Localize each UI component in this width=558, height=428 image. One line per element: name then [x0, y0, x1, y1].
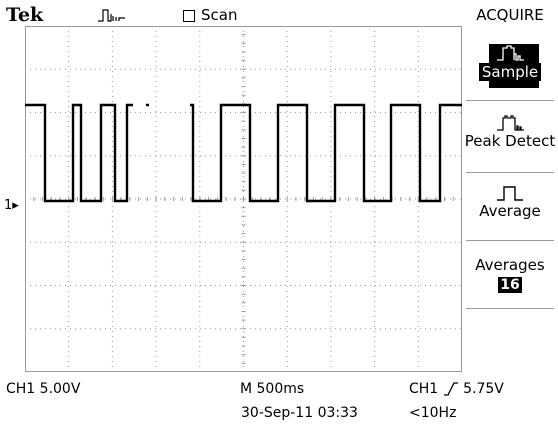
- menu-item-label: Peak Detect: [464, 132, 556, 150]
- frequency-readout: <10Hz: [409, 405, 457, 421]
- menu-item-averages[interactable]: Averages 16: [462, 256, 558, 293]
- menu-divider: [466, 100, 554, 101]
- sample-waveform-icon: [497, 45, 524, 61]
- menu-divider: [466, 172, 554, 173]
- waveform-display: [25, 26, 462, 372]
- menu-item-sample[interactable]: Sample: [462, 44, 558, 81]
- menu-item-peak-detect[interactable]: Peak Detect: [462, 114, 558, 150]
- menu-divider: [466, 308, 554, 309]
- trigger-source: CH1: [409, 381, 439, 397]
- scan-checkbox[interactable]: [183, 10, 195, 22]
- ch1-scale-readout: CH1 5.00V: [6, 381, 81, 397]
- datetime-readout: 30-Sep-11 03:33: [241, 405, 358, 421]
- graticule-grid: [25, 26, 462, 372]
- trigger-level: 5.75V: [463, 381, 504, 397]
- average-square-pulse-icon: [497, 186, 523, 201]
- timebase-readout: M 500ms: [240, 381, 305, 397]
- rising-edge-slope-icon: [443, 382, 458, 396]
- ch1-ground-marker: 1▸: [4, 198, 19, 213]
- menu-item-label: Sample: [478, 63, 542, 81]
- averages-value: 16: [498, 277, 522, 293]
- menu-title: ACQUIRE: [476, 6, 544, 24]
- pulse-trigger-status-icon: [98, 9, 125, 22]
- peak-detect-waveform-icon: [497, 115, 524, 131]
- menu-item-label: Averages: [475, 256, 545, 274]
- scan-label: Scan: [201, 6, 238, 24]
- brand-logo: Tek: [6, 4, 44, 26]
- menu-item-label: Average: [479, 202, 541, 220]
- menu-divider: [466, 240, 554, 241]
- menu-item-average[interactable]: Average: [462, 184, 558, 220]
- trigger-readout: CH1 5.75V: [409, 381, 504, 397]
- ch1-waveform-trace: [25, 103, 462, 203]
